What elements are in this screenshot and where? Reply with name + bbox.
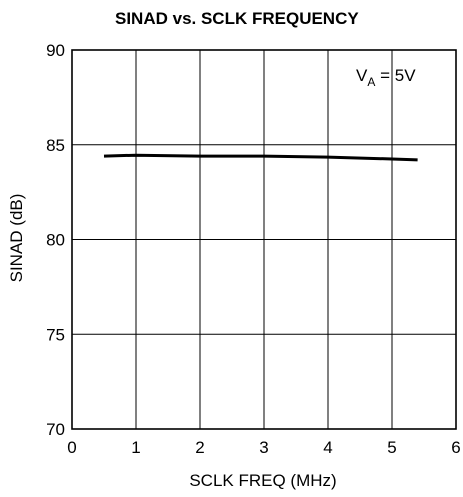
x-tick-labels: 0 1 2 3 4 5 6	[67, 438, 460, 457]
x-tick-label-3: 3	[259, 438, 268, 457]
annotation-main: V	[356, 66, 368, 85]
y-tick-label-1: 75	[46, 325, 65, 344]
x-tick-label-5: 5	[387, 438, 396, 457]
x-tick-label-6: 6	[451, 438, 460, 457]
x-tick-label-4: 4	[323, 438, 332, 457]
series-layer	[103, 153, 418, 162]
chart-title: SINAD vs. SCLK FREQUENCY	[115, 9, 359, 28]
x-tick-label-2: 2	[195, 438, 204, 457]
y-tick-label-2: 80	[46, 231, 65, 250]
y-tick-label-0: 70	[46, 420, 65, 439]
grid	[72, 50, 456, 429]
plot-frame	[71, 49, 457, 430]
y-axis-label: SINAD (dB)	[7, 194, 26, 283]
supply-voltage-annotation: VA = 5V	[356, 66, 416, 89]
x-tick-label-0: 0	[67, 438, 76, 457]
y-tick-labels: 70 75 80 85 90	[46, 41, 65, 439]
x-axis-label: SCLK FREQ (MHz)	[189, 471, 336, 490]
annotation-rest: = 5V	[375, 66, 416, 85]
x-tick-label-1: 1	[131, 438, 140, 457]
annotation-subscript: A	[367, 75, 375, 89]
y-tick-label-3: 85	[46, 136, 65, 155]
series-line-0	[103, 153, 418, 162]
y-tick-label-4: 90	[46, 41, 65, 60]
